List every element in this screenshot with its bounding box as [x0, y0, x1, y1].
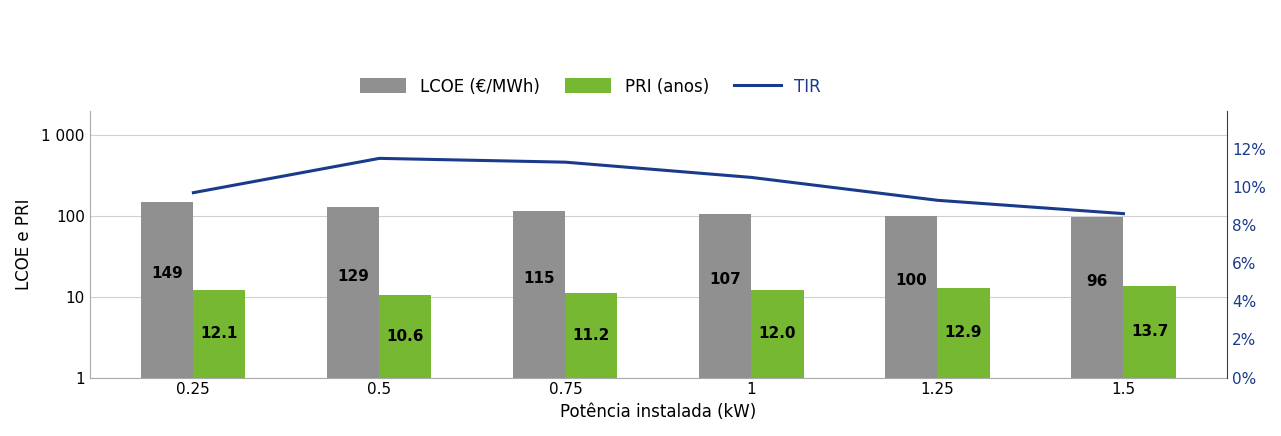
- Text: 12.1: 12.1: [201, 326, 238, 341]
- Text: 96: 96: [1086, 274, 1108, 289]
- Bar: [141, 202, 193, 436]
- Text: 12.9: 12.9: [945, 325, 983, 340]
- Bar: [193, 290, 246, 436]
- Bar: [379, 295, 432, 436]
- Y-axis label: LCOE e PRI: LCOE e PRI: [15, 198, 33, 290]
- Text: 10.6: 10.6: [387, 329, 424, 344]
- Bar: [514, 211, 565, 436]
- Bar: [885, 216, 938, 436]
- Bar: [328, 207, 379, 436]
- Bar: [752, 290, 803, 436]
- Text: 11.2: 11.2: [573, 328, 610, 343]
- Text: 12.0: 12.0: [758, 327, 797, 341]
- Text: 129: 129: [337, 269, 369, 283]
- Legend: LCOE (€/MWh), PRI (anos), TIR: LCOE (€/MWh), PRI (anos), TIR: [354, 71, 828, 102]
- Bar: [1123, 286, 1176, 436]
- Text: 13.7: 13.7: [1131, 324, 1168, 339]
- Bar: [938, 288, 989, 436]
- Bar: [699, 214, 752, 436]
- Text: 149: 149: [151, 266, 183, 281]
- Bar: [565, 293, 617, 436]
- Text: 107: 107: [710, 272, 742, 287]
- X-axis label: Potência instalada (kW): Potência instalada (kW): [560, 403, 757, 421]
- Text: 100: 100: [895, 273, 927, 288]
- Bar: [1071, 217, 1123, 436]
- Text: 115: 115: [524, 271, 555, 286]
